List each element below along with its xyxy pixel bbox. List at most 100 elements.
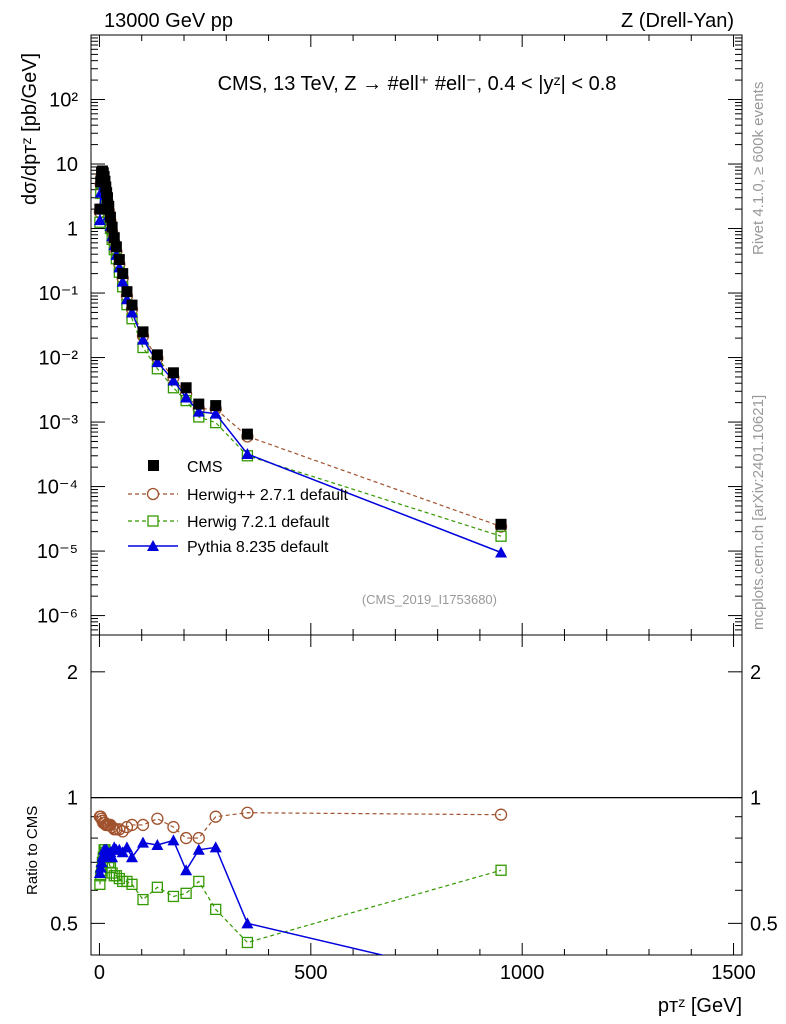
y-tick-label: 10⁻⁵ <box>37 541 78 563</box>
legend-label-herwigpp: Herwig++ 2.7.1 default <box>187 487 349 504</box>
point-cms <box>151 349 163 361</box>
legend-marker-cms <box>148 460 159 471</box>
point-pythia <box>167 834 180 846</box>
point-cms <box>126 299 138 311</box>
point-herwig7 <box>113 872 125 885</box>
point-cms <box>113 254 125 266</box>
point-herwig7 <box>210 903 222 916</box>
point-cms <box>495 518 507 530</box>
ratio-plot-frame <box>90 634 743 956</box>
y-tick-label: 10⁻⁶ <box>37 606 78 628</box>
point-herwigpp <box>136 818 150 832</box>
point-herwigpp <box>241 806 254 819</box>
point-herwigpp <box>116 825 129 838</box>
legend-entry-herwig7: Herwig 7.2.1 default <box>128 514 330 531</box>
legend-marker-herwig7 <box>147 515 159 527</box>
point-herwigpp <box>494 808 508 821</box>
x-tick-label: 1500 <box>711 962 756 984</box>
point-pythia <box>106 851 119 863</box>
main-y-axis-title: dσ/dpᴛᶻ [pb/GeV] <box>19 53 41 205</box>
legend-entry-pythia: Pythia 8.235 default <box>128 539 329 556</box>
point-cms <box>94 203 106 215</box>
ratio-y-tick-label-right: 2 <box>750 662 761 684</box>
legend-label-herwig7: Herwig 7.2.1 default <box>187 514 330 531</box>
legend: CMS Herwig++ 2.7.1 default Herwig 7.2.1 … <box>128 459 349 556</box>
point-herwig7 <box>151 881 164 893</box>
ratio-y-axis-title: Ratio to CMS <box>24 806 41 895</box>
point-cms <box>193 398 205 410</box>
point-pythia <box>209 407 222 419</box>
point-herwig7 <box>110 870 123 882</box>
point-pythia <box>126 306 139 318</box>
ratio-y-tick-label: 2 <box>67 662 78 684</box>
legend-label-pythia: Pythia 8.235 default <box>187 539 329 556</box>
ratio-y-tick-label-right: 0.5 <box>750 913 778 935</box>
point-pythia <box>136 836 149 848</box>
point-pythia <box>192 843 205 855</box>
y-tick-label: 10⁻⁴ <box>37 477 78 499</box>
point-pythia <box>241 447 254 459</box>
y-tick-label: 10 <box>56 154 78 176</box>
point-pythia <box>495 546 508 558</box>
analysis-id: (CMS_2019_I1753680) <box>362 592 497 607</box>
ratio-y-tick-label-right: 1 <box>750 788 761 810</box>
line-herwigpp <box>99 812 502 839</box>
y-tick-label: 10⁻² <box>39 348 79 370</box>
ratio-y-tick-label: 1 <box>67 788 78 810</box>
point-herwig7 <box>94 878 106 890</box>
point-cms <box>241 428 253 440</box>
y-tick-label: 10⁻³ <box>39 412 79 434</box>
ratio-y-tick-label: 0.5 <box>50 913 78 935</box>
y-tick-label: 1 <box>67 219 78 241</box>
point-cms <box>101 192 113 204</box>
x-tick-label: 1000 <box>500 962 545 984</box>
point-herwigpp <box>179 831 193 845</box>
point-pythia <box>93 214 106 226</box>
x-tick-label: 500 <box>294 962 327 984</box>
rivet-version-label: Rivet 4.1.0, ≥ 600k events <box>750 82 767 255</box>
point-cms <box>106 221 118 233</box>
plot-title: CMS, 13 TeV, Z → #ell⁺ #ell⁻, 0.4 < |yᶻ|… <box>218 73 617 95</box>
ratio-series-group <box>93 806 508 955</box>
point-herwig7 <box>126 878 138 890</box>
point-herwigpp <box>192 831 205 845</box>
point-herwig7 <box>180 887 192 899</box>
series-pythia <box>93 834 386 955</box>
point-cms <box>110 241 122 253</box>
legend-entry-cms: CMS <box>148 459 223 476</box>
legend-marker-pythia <box>147 540 159 551</box>
x-tick-label: 0 <box>94 962 105 984</box>
point-pythia <box>116 275 129 287</box>
point-pythia <box>167 374 180 386</box>
legend-entry-herwigpp: Herwig++ 2.7.1 default <box>128 487 349 504</box>
main-series-group <box>93 165 508 558</box>
point-cms <box>210 400 222 412</box>
point-herwigpp <box>167 820 180 834</box>
point-herwigpp <box>209 810 222 823</box>
point-cms <box>108 232 120 244</box>
point-herwigpp <box>113 823 126 836</box>
point-herwig7 <box>193 875 205 888</box>
clipped-series <box>93 165 508 558</box>
point-herwig7 <box>495 864 507 876</box>
point-herwig7 <box>137 893 149 906</box>
point-pythia <box>126 851 139 863</box>
legend-marker-herwigpp <box>146 487 160 501</box>
point-herwigpp <box>151 812 164 825</box>
line-herwig7 <box>99 849 502 944</box>
point-pythia <box>241 917 254 929</box>
point-herwig7 <box>167 890 180 903</box>
point-cms <box>103 200 115 212</box>
point-cms <box>167 367 179 379</box>
point-herwig7 <box>241 936 254 949</box>
energy-label: 13000 GeV pp <box>104 10 233 32</box>
y-tick-label: 10⁻¹ <box>39 283 79 305</box>
point-cms <box>99 175 111 187</box>
legend-label-cms: CMS <box>187 459 223 476</box>
point-cms <box>137 326 149 338</box>
series-herwig7 <box>94 844 507 949</box>
point-pythia <box>151 839 164 851</box>
series-herwigpp <box>93 806 508 845</box>
axis-ticks <box>91 35 742 955</box>
